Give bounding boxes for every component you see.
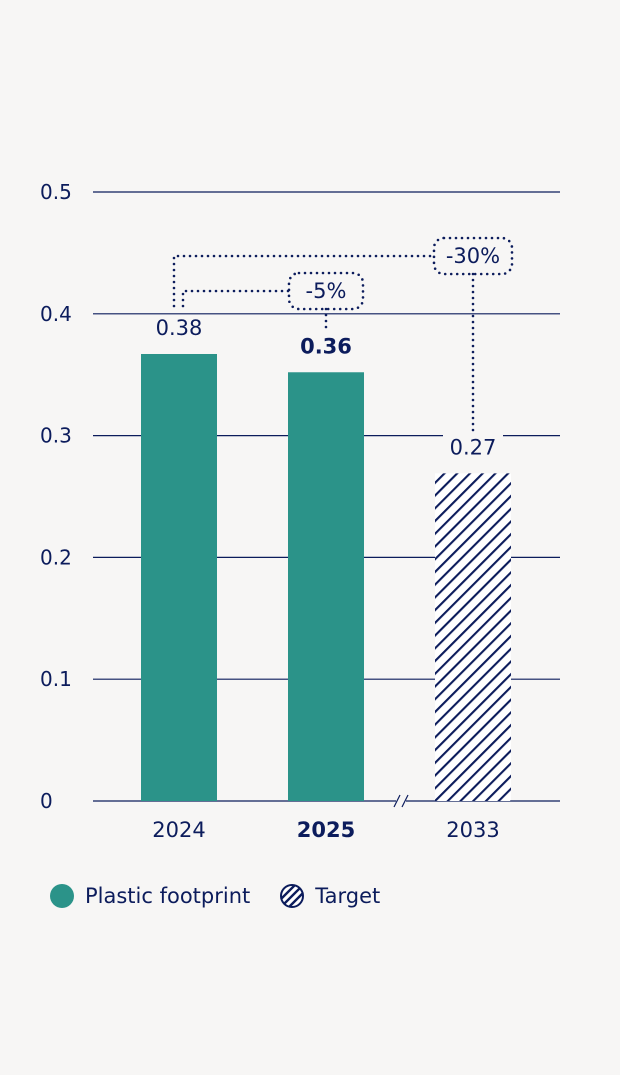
y-tick-label: 0.3 (40, 424, 72, 448)
value-label: 0.27 (450, 435, 497, 459)
axis-break-mark (393, 794, 401, 808)
y-tick-label: 0.4 (40, 302, 72, 326)
value-label-bg (149, 314, 209, 342)
annotation-30pct-label: -30% (446, 244, 500, 268)
footprint-swatch (50, 884, 74, 908)
target-swatch (280, 884, 305, 908)
labels: 0 0.1 0.2 0.3 0.4 0.5 0.38 2024 0.36 2025 0.27 2033 (40, 180, 503, 842)
y-tick-label: 0.1 (40, 667, 72, 691)
annotation-5pct-label: -5% (306, 279, 347, 303)
axis-break-gap (396, 798, 406, 804)
category-label: 2024 (152, 818, 205, 842)
legend: Plastic footprint Target (50, 884, 410, 908)
legend-item-target: Target (280, 884, 380, 908)
legend-footprint-label: Plastic footprint (85, 884, 251, 908)
annotation-30pct-box (432, 236, 514, 276)
category-label: 2025 (297, 818, 355, 842)
axis-break-mark (401, 794, 409, 808)
legend-target-label: Target (315, 884, 381, 908)
annotations: -5% -30% (172, 236, 514, 433)
y-tick-label: 0.2 (40, 545, 72, 569)
value-label: 0.36 (300, 334, 352, 358)
value-label: 0.38 (156, 316, 203, 340)
bar-target (435, 473, 511, 801)
annotation-connector (181, 289, 292, 308)
y-tick-label: 0 (40, 789, 53, 813)
legend-item-footprint: Plastic footprint (50, 884, 250, 908)
bars (141, 353, 511, 801)
annotation-connector (172, 254, 435, 308)
y-tick-label: 0.5 (40, 180, 72, 204)
annotation-5pct-box (287, 271, 365, 311)
bar-footprint (141, 353, 217, 801)
value-label-bg (296, 333, 356, 361)
bar-chart: 0 0.1 0.2 0.3 0.4 0.5 0.38 2024 0.36 2025 0.27 2033… (40, 180, 560, 842)
bar-footprint (288, 372, 364, 801)
value-label-bg (443, 434, 503, 462)
category-label: 2033 (446, 818, 499, 842)
